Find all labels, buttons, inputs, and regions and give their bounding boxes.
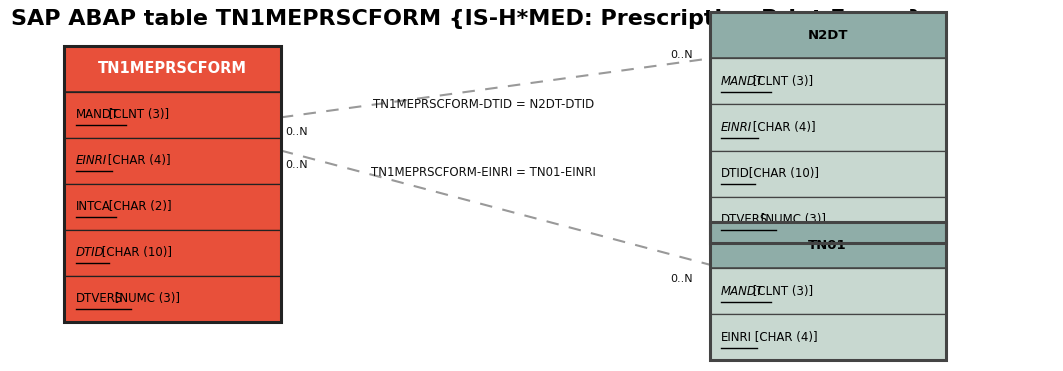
Text: EINRI: EINRI	[75, 154, 107, 167]
Bar	[710, 197, 946, 243]
Text: INTCA: INTCA	[75, 200, 111, 213]
Text: [CLNT (3)]: [CLNT (3)]	[105, 108, 170, 121]
Bar	[710, 151, 946, 197]
Text: [CHAR (4)]: [CHAR (4)]	[752, 331, 817, 344]
Text: [CHAR (2)]: [CHAR (2)]	[105, 200, 172, 213]
Text: SAP ABAP table TN1MEPRSCFORM {IS-H*MED: Prescription Print Forms}: SAP ABAP table TN1MEPRSCFORM {IS-H*MED: …	[11, 9, 924, 29]
Text: MANDT: MANDT	[721, 285, 764, 298]
Bar	[710, 105, 946, 151]
Bar	[710, 314, 946, 360]
Bar	[64, 92, 281, 138]
Text: 0..N: 0..N	[671, 275, 693, 285]
Text: DTVERS: DTVERS	[721, 213, 769, 226]
Text: DTVERS: DTVERS	[75, 292, 123, 305]
Bar	[710, 13, 946, 59]
Text: [NUMC (3)]: [NUMC (3)]	[112, 292, 181, 305]
Text: [CLNT (3)]: [CLNT (3)]	[749, 285, 813, 298]
Text: [CLNT (3)]: [CLNT (3)]	[749, 75, 813, 88]
Text: MANDT: MANDT	[75, 108, 119, 121]
Text: TN1MEPRSCFORM-DTID = N2DT-DTID: TN1MEPRSCFORM-DTID = N2DT-DTID	[372, 98, 594, 111]
Text: [CHAR (4)]: [CHAR (4)]	[749, 121, 815, 134]
Bar	[64, 184, 281, 230]
Text: TN01: TN01	[808, 239, 847, 252]
Bar	[64, 230, 281, 276]
Text: EINRI: EINRI	[721, 331, 753, 344]
Bar	[710, 268, 946, 314]
Text: [CHAR (10)]: [CHAR (10)]	[745, 167, 820, 180]
Text: 0..N: 0..N	[286, 127, 308, 137]
Text: TN1MEPRSCFORM: TN1MEPRSCFORM	[98, 61, 247, 76]
Text: DTID: DTID	[721, 167, 750, 180]
Text: 0..N: 0..N	[671, 50, 693, 60]
Bar	[710, 222, 946, 268]
Bar	[64, 276, 281, 322]
Text: EINRI: EINRI	[721, 121, 753, 134]
Text: MANDT: MANDT	[721, 75, 764, 88]
Bar	[64, 46, 281, 92]
Text: N2DT: N2DT	[808, 29, 848, 42]
Text: [NUMC (3)]: [NUMC (3)]	[757, 213, 826, 226]
Text: DTID: DTID	[75, 246, 104, 259]
Text: 0..N: 0..N	[286, 160, 308, 170]
Text: [CHAR (4)]: [CHAR (4)]	[103, 154, 170, 167]
Bar	[710, 222, 946, 360]
Bar	[710, 59, 946, 105]
Text: TN1MEPRSCFORM-EINRI = TN01-EINRI: TN1MEPRSCFORM-EINRI = TN01-EINRI	[371, 166, 595, 179]
Bar	[64, 138, 281, 184]
Text: [CHAR (10)]: [CHAR (10)]	[98, 246, 172, 259]
Bar	[710, 13, 946, 243]
Bar	[64, 46, 281, 322]
